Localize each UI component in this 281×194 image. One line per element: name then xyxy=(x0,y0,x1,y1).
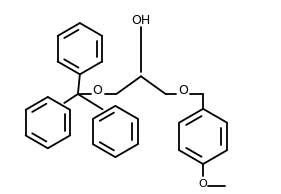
Text: OH: OH xyxy=(132,14,151,27)
Text: O: O xyxy=(178,84,188,97)
Text: O: O xyxy=(199,179,207,189)
Text: O: O xyxy=(93,84,103,97)
